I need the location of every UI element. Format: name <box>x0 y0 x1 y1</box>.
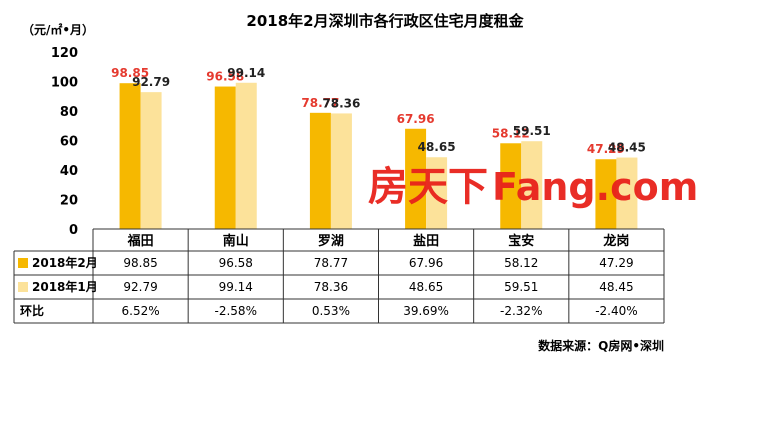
category-label: 福田 <box>127 233 154 249</box>
y-tick-label: 120 <box>51 46 78 61</box>
bar-jan <box>330 113 352 229</box>
value-label: 48.65 <box>418 140 456 154</box>
value-label: 99.14 <box>227 66 265 80</box>
value-label: 92.79 <box>132 75 170 89</box>
bar-jan <box>140 92 162 229</box>
table-cell: 96.58 <box>219 256 253 270</box>
bar-jan <box>235 82 257 230</box>
y-tick-label: 100 <box>51 76 78 91</box>
value-label: 78.36 <box>322 96 360 110</box>
bar-jan <box>521 141 543 229</box>
table-cell: 48.65 <box>409 280 443 294</box>
bar-feb <box>214 86 236 230</box>
y-tick-label: 60 <box>60 135 78 150</box>
category-label: 盐田 <box>413 233 439 249</box>
value-label: 59.51 <box>513 124 551 138</box>
value-label: 67.96 <box>397 112 435 126</box>
category-label: 南山 <box>223 233 249 249</box>
bar-jan <box>616 157 638 229</box>
table-cell: -2.32% <box>500 304 542 318</box>
table-cell: 48.45 <box>599 280 633 294</box>
legend-swatch <box>18 258 28 268</box>
y-tick-label: 0 <box>69 223 78 238</box>
row-label: 2018年2月 <box>32 255 98 270</box>
y-tick-label: 80 <box>60 105 78 120</box>
table-cell: 92.79 <box>123 280 157 294</box>
y-axis: 0 20 40 60 80 100 120 <box>51 46 78 238</box>
table-cell: -2.40% <box>595 304 637 318</box>
category-label: 罗湖 <box>318 234 344 249</box>
bars <box>119 82 638 230</box>
bar-feb <box>500 143 522 229</box>
bar-feb <box>405 128 427 229</box>
row-label: 环比 <box>20 303 44 318</box>
unit-label: （元/㎡•月） <box>22 22 94 37</box>
value-label: 98.85 <box>111 66 149 80</box>
bar-feb <box>309 112 331 229</box>
legend-swatch <box>18 282 28 292</box>
table-cell: 98.85 <box>123 256 157 270</box>
table-cell: -2.58% <box>215 304 257 318</box>
y-tick-label: 20 <box>60 194 78 209</box>
fang-logo-cn: 房天下 <box>368 164 488 210</box>
row-label: 2018年1月 <box>32 279 98 294</box>
table-cell: 59.51 <box>504 280 538 294</box>
table-cell: 78.77 <box>314 256 348 270</box>
value-label: 47.29 <box>587 142 625 156</box>
bar-jan <box>426 157 448 229</box>
table-cell: 99.14 <box>219 280 253 294</box>
y-tick-label: 40 <box>60 164 78 179</box>
table-cell: 78.36 <box>314 280 348 294</box>
table-cell: 0.53% <box>312 304 350 318</box>
chart-title: 2018年2月深圳市各行政区住宅月度租金 <box>246 12 524 30</box>
fang-logo: 房天下 Fang.com <box>368 164 698 210</box>
value-label: 58.12 <box>492 126 530 140</box>
category-label: 龙岗 <box>603 233 629 249</box>
value-label: 48.45 <box>608 141 646 155</box>
table-cell: 58.12 <box>504 256 538 270</box>
table-cell: 39.69% <box>403 304 449 318</box>
data-source: 数据来源：Q房网•深圳 <box>538 338 664 353</box>
table-cell: 47.29 <box>599 256 633 270</box>
table-cell: 6.52% <box>122 304 160 318</box>
fang-logo-en: Fang.com <box>492 165 698 209</box>
value-label: 96.58 <box>206 70 244 84</box>
bar-feb <box>119 83 141 229</box>
table-cell: 67.96 <box>409 256 443 270</box>
data-table: 福田 南山 罗湖 盐田 宝安 龙岗 2018年2月 98.85 96.58 78.77 67.96 5… <box>13 228 665 324</box>
category-label: 宝安 <box>508 233 534 249</box>
bar-feb <box>595 159 617 229</box>
value-label: 78.77 <box>301 96 339 110</box>
